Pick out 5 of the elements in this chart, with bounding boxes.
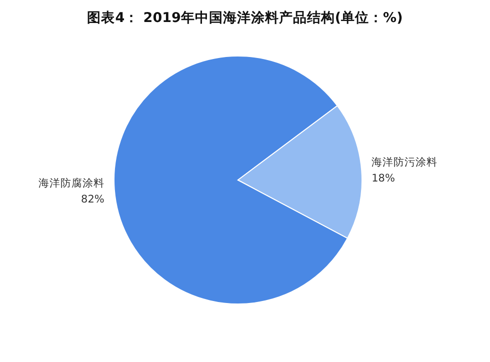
slice-label: 海洋防污涂料 xyxy=(372,156,438,169)
slice-label: 海洋防腐涂料 xyxy=(38,176,104,190)
data-label: 18% xyxy=(372,172,395,185)
data-label: 82% xyxy=(81,193,104,206)
chart-title: 图表4： 2019年中国海洋涂料产品结构(单位：%) xyxy=(87,9,403,26)
